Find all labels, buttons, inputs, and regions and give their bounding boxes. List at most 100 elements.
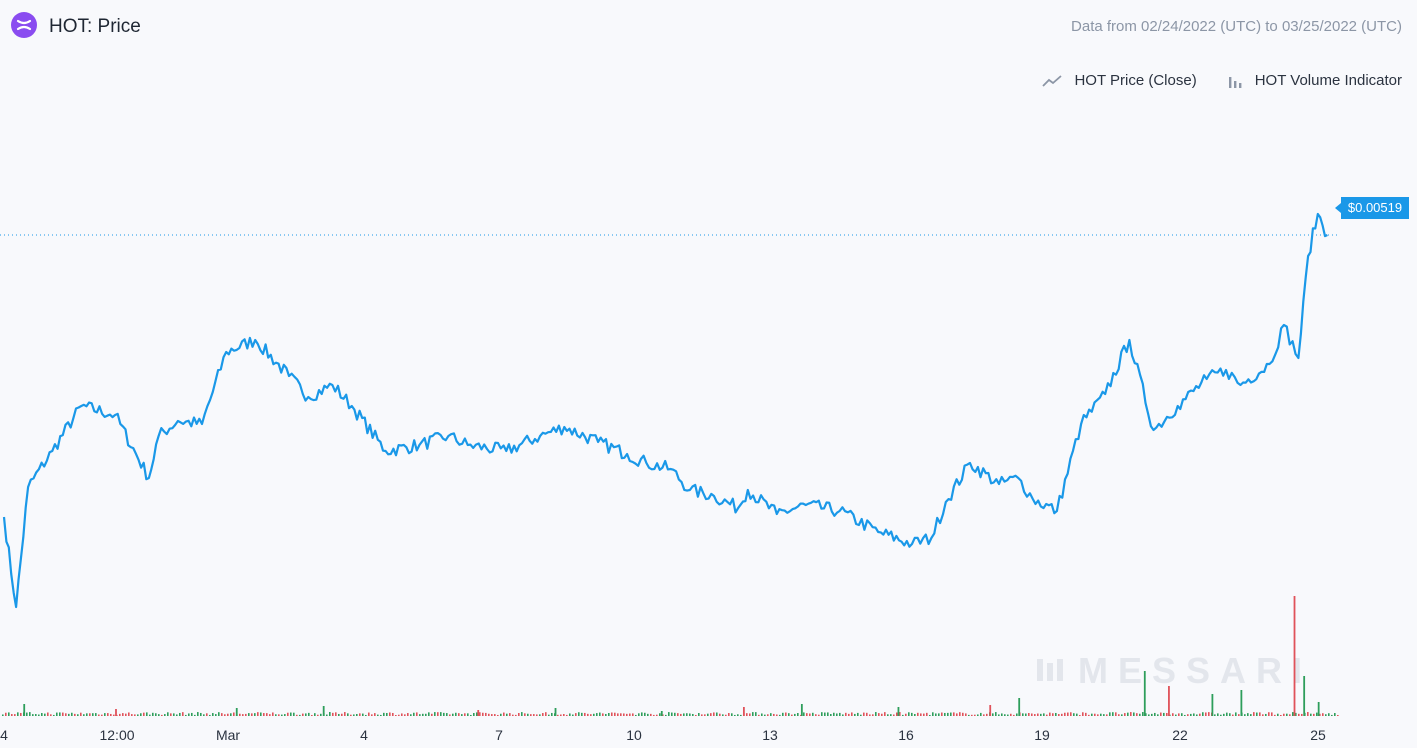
volume-bar — [716, 712, 718, 716]
volume-bar — [983, 714, 985, 716]
volume-bar — [677, 713, 679, 716]
volume-bar — [776, 714, 778, 716]
volume-bar — [869, 714, 871, 716]
volume-bar — [17, 712, 19, 716]
volume-bar — [953, 712, 955, 716]
volume-bar — [509, 713, 511, 716]
volume-bar — [872, 714, 874, 716]
volume-bar — [77, 714, 79, 716]
volume-bar — [1217, 713, 1219, 716]
volume-bar — [206, 713, 208, 716]
volume-bar — [932, 712, 934, 716]
volume-bar — [1322, 713, 1324, 716]
volume-bar — [1310, 713, 1312, 716]
volume-bar — [164, 714, 166, 716]
volume-bar — [875, 712, 877, 716]
volume-bar — [1121, 714, 1123, 716]
volume-bar — [956, 713, 958, 716]
volume-bar — [80, 712, 82, 716]
volume-bar — [185, 714, 187, 716]
volume-bar — [194, 714, 196, 716]
volume-bar — [1043, 713, 1045, 716]
volume-bar — [32, 714, 34, 716]
volume-bar — [1151, 713, 1153, 716]
volume-bar — [1235, 712, 1237, 716]
volume-bar — [1271, 712, 1273, 716]
volume-bar — [524, 713, 526, 716]
volume-bar — [440, 712, 442, 716]
volume-bar — [1202, 712, 1204, 716]
volume-bar — [680, 713, 682, 716]
x-tick-label: 7 — [495, 727, 503, 743]
volume-bar — [587, 713, 589, 716]
legend-label-price: HOT Price (Close) — [1074, 72, 1197, 89]
volume-bar — [113, 714, 115, 716]
volume-bar — [590, 714, 592, 716]
volume-bar — [500, 713, 502, 716]
volume-bar — [431, 713, 433, 716]
volume-bar — [857, 712, 859, 716]
volume-bar — [155, 713, 157, 716]
volume-bar — [620, 713, 622, 716]
volume-bar — [779, 714, 781, 716]
volume-bar — [770, 713, 772, 716]
volume-bar — [89, 713, 91, 716]
volume-bar — [134, 714, 136, 716]
volume-bar — [698, 712, 700, 716]
volume-bar — [485, 712, 487, 716]
volume-bar — [359, 713, 361, 716]
volume-bar — [575, 713, 577, 716]
volume-bar — [1052, 713, 1054, 716]
volume-bar — [377, 714, 379, 716]
volume-bar — [605, 713, 607, 716]
volume-bar — [1028, 713, 1030, 716]
volume-bar — [203, 714, 205, 716]
volume-bar — [449, 714, 451, 716]
legend-item-volume[interactable]: HOT Volume Indicator — [1227, 72, 1402, 89]
volume-bar — [1070, 712, 1072, 716]
volume-bar — [968, 714, 970, 716]
volume-bar — [854, 713, 856, 716]
volume-bar — [128, 712, 130, 716]
volume-bar — [533, 714, 535, 716]
volume-bar — [1082, 712, 1084, 716]
volume-bar — [647, 713, 649, 716]
volume-bar — [527, 713, 529, 716]
volume-bar — [650, 713, 652, 716]
volume-bar — [281, 714, 283, 716]
volume-bar — [35, 714, 37, 716]
volume-bar — [1049, 712, 1051, 716]
volume-bar — [1238, 714, 1240, 716]
volume-bar — [836, 713, 838, 716]
volume-bar — [959, 712, 961, 716]
legend-item-price[interactable]: HOT Price (Close) — [1042, 72, 1197, 89]
volume-bar — [998, 714, 1000, 716]
volume-bar — [353, 714, 355, 716]
volume-bar — [338, 713, 340, 716]
volume-bar — [608, 713, 610, 716]
volume-bar — [1118, 714, 1120, 716]
volume-bar — [380, 714, 382, 716]
volume-bar — [461, 714, 463, 716]
volume-bar — [455, 712, 457, 716]
volume-bar — [1157, 714, 1159, 716]
volume-bar — [596, 713, 598, 716]
volume-bar — [1109, 712, 1111, 716]
volume-bar — [1280, 714, 1282, 716]
volume-bar — [383, 712, 385, 716]
volume-bar — [173, 713, 175, 716]
volume-bar — [188, 713, 190, 716]
volume-bar — [242, 714, 244, 716]
volume-bar — [758, 714, 760, 716]
volume-bar — [437, 712, 439, 716]
volume-bar — [491, 714, 493, 716]
volume-bar — [893, 714, 895, 716]
volume-bar — [497, 714, 499, 716]
volume-bar — [434, 712, 436, 716]
volume-bar — [1240, 690, 1243, 716]
volume-bar — [1187, 714, 1189, 716]
volume-bar — [494, 714, 496, 716]
price-line — [2, 212, 1328, 609]
volume-bar — [302, 713, 304, 716]
volume-bar — [938, 713, 940, 716]
